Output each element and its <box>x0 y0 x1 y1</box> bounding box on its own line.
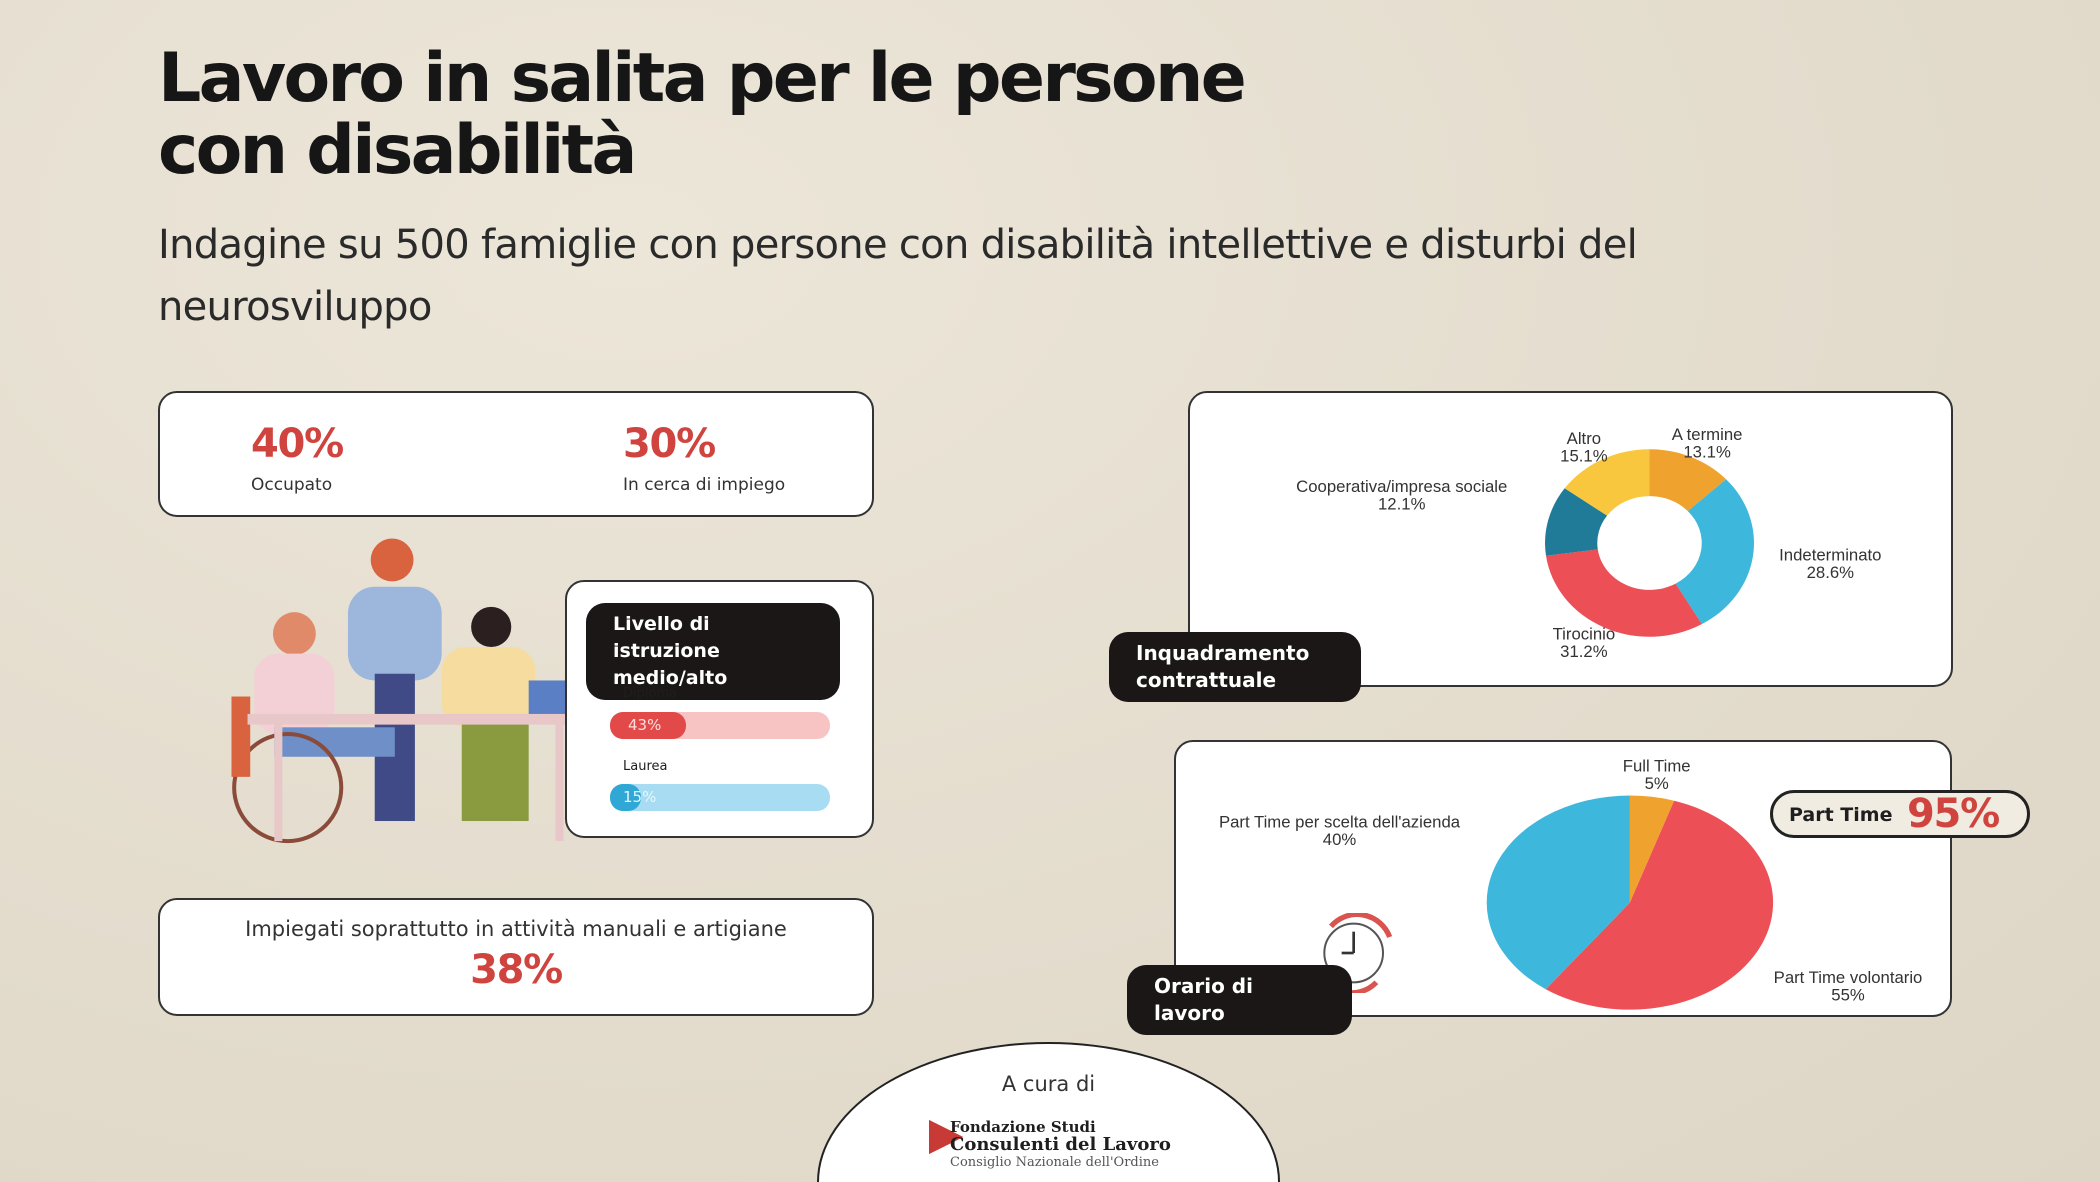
slice-value-label: 28.6% <box>1807 563 1855 582</box>
contract-chart-card: A termine 13.1% Indeterminato 28.6% Tirocini… <box>1188 391 1953 687</box>
logo-triangle-icon <box>929 1119 964 1155</box>
stat-label: Occupato <box>251 475 333 495</box>
slice-indeterminato <box>1675 479 1754 625</box>
callout-label: Part Time <box>1789 804 1893 826</box>
manual-work-value: 38% <box>470 947 563 993</box>
part-time-callout: Part Time 95% <box>1770 790 2030 838</box>
slice-name-label: Altro <box>1567 429 1601 448</box>
callout-value: 95% <box>1907 791 2000 837</box>
diploma-bar-fill: 43% <box>610 712 686 739</box>
slice-part-time-volontario <box>1545 800 1774 1010</box>
slice-name-label: A termine <box>1672 425 1743 444</box>
slice-value-label: 13.1% <box>1683 442 1731 461</box>
slice-name-label: Cooperativa/impresa sociale <box>1296 477 1507 496</box>
slice-name-label: Indeterminato <box>1779 545 1881 564</box>
diploma-bar-track: 43% <box>610 712 830 739</box>
education-card: Livello di istruzione medio/alto Diploma… <box>565 580 874 838</box>
people-illustration <box>231 538 596 844</box>
slice-full-time <box>1629 795 1675 903</box>
slice-value-label: 55% <box>1831 985 1865 1004</box>
hours-badge: Orario di lavoro <box>1127 965 1352 1035</box>
slice-name-label: Part Time per scelta dell'azienda <box>1219 813 1461 832</box>
employment-stats-card: 40% Occupato 30% In cerca di impiego <box>158 391 874 517</box>
slice-name-label: Tirocinio <box>1553 624 1616 643</box>
slice-tirocinio <box>1546 549 1702 637</box>
logo-line: Consulenti del Lavoro <box>950 1134 1171 1155</box>
slice-a-termine <box>1649 449 1727 512</box>
manual-work-card: Impiegati soprattutto in attività manual… <box>158 898 874 1016</box>
page-title: Lavoro in salita per le persone con disab… <box>158 39 1247 190</box>
slice-value-label: 12.1% <box>1378 495 1426 514</box>
title-line: Lavoro in salita per le persone <box>158 39 1247 118</box>
laurea-bar-track: 15% <box>610 784 830 811</box>
slice-value-label: 40% <box>1323 830 1357 849</box>
logo: Fondazione Studi Consulenti del Lavoro C… <box>950 1118 1171 1172</box>
education-label: Laurea <box>623 759 668 774</box>
stat-value: 40% <box>251 421 344 467</box>
title-line: con disabilità <box>158 111 637 190</box>
footer-circle: A cura di Fondazione Studi Consulenti de… <box>817 1042 1280 1182</box>
slice-part-time-per-scelta-dell-azienda <box>1486 795 1630 990</box>
stat-label: In cerca di impiego <box>623 475 786 495</box>
logo-line: Consiglio Nazionale dell'Ordine <box>950 1155 1159 1170</box>
contract-badge: Inquadramento contrattuale <box>1109 632 1361 702</box>
slice-value-label: 15.1% <box>1560 446 1608 465</box>
slice-name-label: Full Time <box>1623 756 1691 775</box>
laurea-value: 15% <box>623 788 657 806</box>
education-label: Diploma <box>623 686 678 701</box>
stat-value: 30% <box>623 421 716 467</box>
laurea-bar-fill: 15% <box>610 784 656 811</box>
footer-label: A cura di <box>1001 1072 1096 1096</box>
education-title: Livello di istruzione medio/alto <box>586 603 840 700</box>
slice-value-label: 5% <box>1645 774 1669 793</box>
slice-altro <box>1564 449 1650 516</box>
manual-work-label: Impiegati soprattutto in attività manual… <box>245 917 787 941</box>
slice-name-label: Part Time volontario <box>1774 968 1923 987</box>
logo-line: Fondazione Studi <box>950 1118 1096 1136</box>
subtitle: Indagine su 500 famiglie con persone con… <box>158 222 1638 330</box>
slice-value-label: 31.2% <box>1560 642 1608 661</box>
diploma-value: 43% <box>628 716 662 734</box>
slice-cooperativa-impresa-sociale <box>1545 488 1608 556</box>
